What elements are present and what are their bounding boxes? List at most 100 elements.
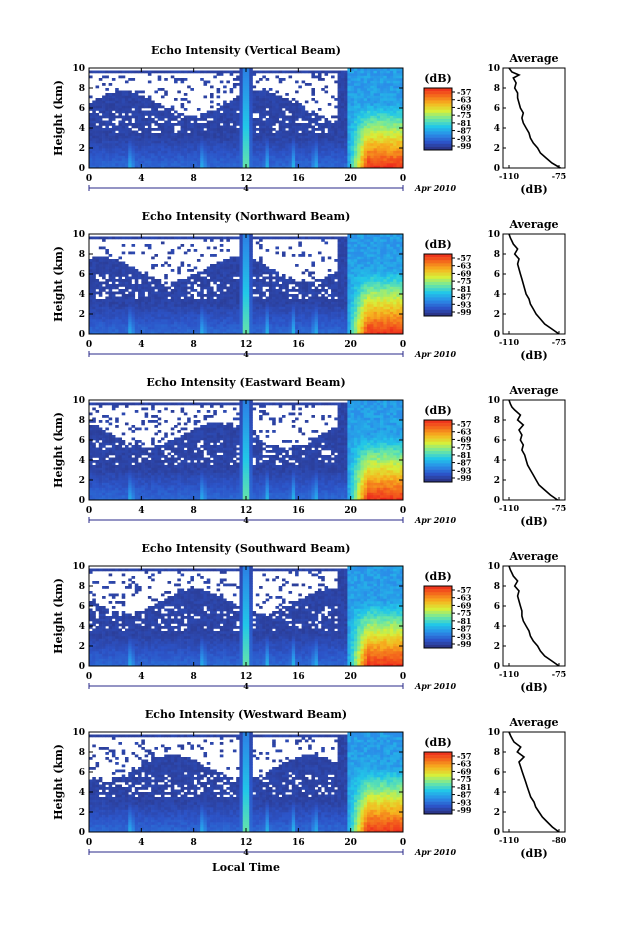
heatmap-cell: [108, 259, 113, 262]
heatmap-cell: [265, 135, 270, 139]
heatmap-cell: [317, 163, 322, 166]
heatmap-cell: [108, 133, 113, 136]
heatmap-cell: [259, 95, 263, 99]
heatmap-cell: [226, 319, 230, 322]
heatmap-cell: [213, 309, 217, 312]
heatmap-cell: [246, 73, 250, 76]
heatmap-cell: [304, 160, 309, 164]
heatmap-cell: [111, 269, 116, 272]
heatmap-cell: [360, 73, 365, 76]
heatmap-cell: [380, 130, 384, 134]
heatmap-cell: [321, 123, 325, 126]
heatmap-cell: [111, 286, 116, 290]
heatmap-cell: [350, 160, 355, 164]
heatmap-cell: [111, 281, 116, 285]
heatmap-cell: [200, 329, 204, 332]
heatmap-cell: [314, 324, 319, 327]
heatmap-cell: [147, 301, 152, 305]
heatmap-cell: [177, 301, 181, 305]
heatmap-cell: [298, 148, 302, 151]
heatmap-cell: [167, 326, 172, 330]
heatmap-cell: [203, 150, 208, 154]
heatmap-cell: [249, 150, 253, 154]
heatmap-cell: [102, 158, 106, 161]
heatmap-cell: [170, 319, 175, 322]
heatmap-cell: [232, 158, 237, 161]
heatmap-cell: [131, 93, 136, 96]
heatmap-cell: [242, 254, 247, 257]
heatmap-cell: [170, 281, 175, 285]
heatmap-cell: [347, 83, 351, 86]
heatmap-cell: [187, 120, 191, 124]
heatmap-cell: [396, 93, 401, 96]
heatmap-cell: [102, 140, 106, 144]
heatmap-cell: [216, 110, 221, 114]
heatmap-cell: [236, 236, 240, 240]
x-tick-label: 16: [292, 174, 305, 184]
heatmap-cell: [252, 140, 257, 144]
heatmap-cell: [252, 98, 257, 101]
heatmap-cell: [337, 145, 342, 149]
heatmap-cell: [259, 314, 263, 317]
heatmap-cell: [268, 148, 273, 151]
heatmap-cell: [376, 135, 381, 139]
heatmap-cell: [200, 279, 204, 282]
heatmap-cell: [134, 314, 139, 317]
heatmap-cell: [187, 158, 191, 161]
heatmap-cell: [98, 266, 103, 270]
heatmap-cell: [344, 105, 348, 109]
heatmap-cell: [160, 299, 165, 302]
heatmap-cell: [249, 319, 253, 322]
heatmap-cell: [108, 108, 113, 111]
heatmap-cell: [301, 148, 306, 151]
heatmap-cell: [108, 291, 113, 295]
heatmap-cell: [180, 150, 185, 154]
heatmap-cell: [157, 304, 162, 307]
heatmap-cell: [376, 143, 381, 146]
heatmap-cell: [121, 296, 126, 300]
heatmap-cell: [278, 321, 283, 325]
heatmap-cell: [190, 296, 194, 300]
heatmap-cell: [174, 291, 178, 295]
heatmap-cell: [128, 143, 132, 146]
heatmap-cell: [144, 236, 149, 240]
heatmap-cell: [324, 284, 329, 287]
heatmap-cell: [141, 100, 145, 104]
heatmap-cell: [298, 331, 302, 335]
heatmap-cell: [177, 286, 181, 290]
heatmap-cell: [177, 90, 181, 94]
heatmap-cell: [138, 329, 142, 332]
heatmap-cell: [389, 138, 394, 141]
heatmap-cell: [138, 123, 142, 126]
heatmap-cell: [255, 110, 260, 114]
heatmap-cell: [219, 326, 224, 330]
heatmap-cell: [317, 158, 322, 161]
heatmap-cell: [183, 299, 188, 302]
heatmap-cell: [357, 110, 361, 114]
heatmap-cell: [151, 143, 155, 146]
heatmap-cell: [246, 95, 250, 99]
heatmap-cell: [268, 236, 273, 240]
heatmap-cell: [373, 153, 378, 156]
heatmap-cell: [268, 299, 273, 302]
heatmap-cell: [210, 130, 214, 134]
heatmap-cell: [147, 294, 152, 297]
heatmap-cell: [262, 128, 266, 131]
heatmap-cell: [232, 269, 237, 272]
heatmap-cell: [321, 311, 325, 315]
heatmap-cell: [383, 73, 387, 76]
heatmap-cell: [275, 153, 280, 156]
heatmap-cell: [301, 125, 306, 129]
heatmap-cell: [167, 304, 172, 307]
heatmap-cell: [252, 316, 257, 320]
heatmap-cell: [275, 108, 280, 111]
heatmap-cell: [295, 153, 299, 156]
heatmap-cell: [340, 148, 345, 151]
heatmap-cell: [196, 299, 201, 302]
heatmap-cell: [193, 150, 198, 154]
heatmap-cell: [167, 153, 172, 156]
heatmap-cell: [134, 90, 139, 94]
heatmap-cell: [180, 284, 185, 287]
heatmap-cell: [321, 135, 325, 139]
heatmap-cell: [170, 165, 175, 169]
